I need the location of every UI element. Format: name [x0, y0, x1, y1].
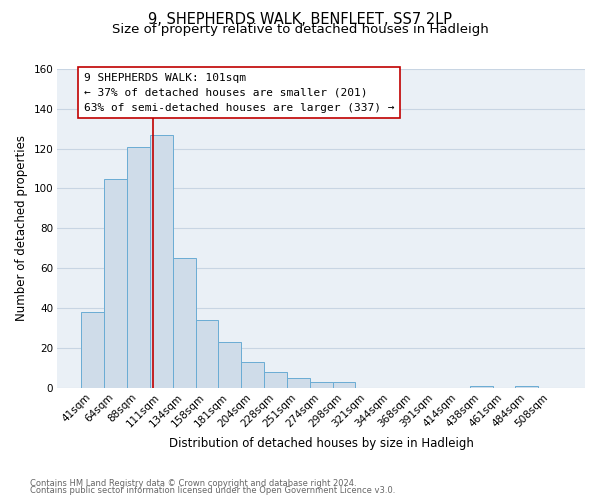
Bar [218, 342, 241, 388]
X-axis label: Distribution of detached houses by size in Hadleigh: Distribution of detached houses by size … [169, 437, 473, 450]
Bar [150, 134, 173, 388]
Bar [173, 258, 196, 388]
Bar [310, 382, 332, 388]
Text: 9, SHEPHERDS WALK, BENFLEET, SS7 2LP: 9, SHEPHERDS WALK, BENFLEET, SS7 2LP [148, 12, 452, 28]
Bar [127, 146, 150, 388]
Text: Size of property relative to detached houses in Hadleigh: Size of property relative to detached ho… [112, 22, 488, 36]
Bar [470, 386, 493, 388]
Text: Contains public sector information licensed under the Open Government Licence v3: Contains public sector information licen… [30, 486, 395, 495]
Y-axis label: Number of detached properties: Number of detached properties [15, 136, 28, 322]
Bar [515, 386, 538, 388]
Text: Contains HM Land Registry data © Crown copyright and database right 2024.: Contains HM Land Registry data © Crown c… [30, 478, 356, 488]
Bar [287, 378, 310, 388]
Bar [82, 312, 104, 388]
Bar [241, 362, 264, 388]
Text: 9 SHEPHERDS WALK: 101sqm
← 37% of detached houses are smaller (201)
63% of semi-: 9 SHEPHERDS WALK: 101sqm ← 37% of detach… [84, 73, 394, 112]
Bar [104, 178, 127, 388]
Bar [264, 372, 287, 388]
Bar [332, 382, 355, 388]
Bar [196, 320, 218, 388]
